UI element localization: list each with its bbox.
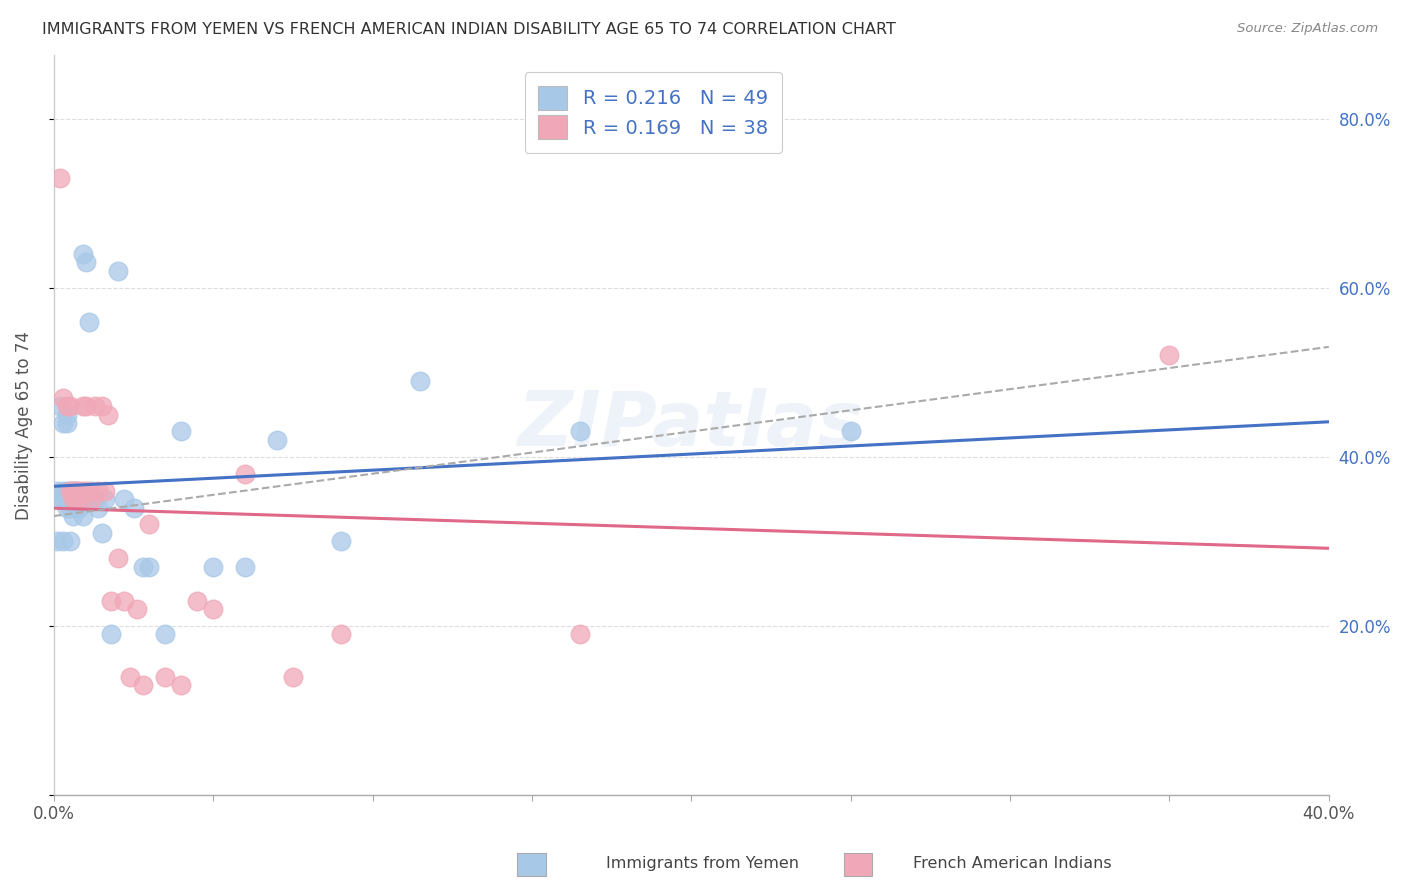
Point	[52, 483, 75, 498]
Point	[72, 399, 94, 413]
Point	[49, 492, 72, 507]
Point	[59, 492, 82, 507]
Point	[202, 602, 225, 616]
Point	[65, 492, 87, 507]
Point	[59, 483, 82, 498]
Point	[67, 492, 90, 507]
Point	[62, 508, 84, 523]
Point	[80, 492, 103, 507]
Point	[568, 627, 591, 641]
Point	[46, 534, 69, 549]
Point	[59, 534, 82, 549]
Point	[120, 670, 142, 684]
Point	[62, 492, 84, 507]
Point	[65, 483, 87, 498]
Point	[55, 408, 77, 422]
Point	[84, 492, 107, 507]
Text: French American Indians: French American Indians	[912, 856, 1112, 871]
Point	[90, 399, 112, 413]
Point	[75, 255, 97, 269]
Point	[132, 678, 155, 692]
Point	[52, 391, 75, 405]
Point	[55, 500, 77, 515]
Y-axis label: Disability Age 65 to 74: Disability Age 65 to 74	[15, 331, 32, 519]
Point	[409, 374, 432, 388]
Point	[155, 627, 177, 641]
Point	[170, 425, 193, 439]
Point	[233, 559, 256, 574]
Point	[329, 534, 352, 549]
Point	[839, 425, 862, 439]
Point	[186, 593, 208, 607]
Point	[65, 500, 87, 515]
Point	[138, 559, 160, 574]
Point	[77, 483, 100, 498]
Text: Source: ZipAtlas.com: Source: ZipAtlas.com	[1237, 22, 1378, 36]
Point	[94, 492, 117, 507]
Point	[568, 425, 591, 439]
Text: ZIPatlas: ZIPatlas	[519, 388, 865, 462]
Point	[100, 593, 122, 607]
Point	[62, 483, 84, 498]
Point	[59, 399, 82, 413]
Point	[80, 483, 103, 498]
Point	[49, 399, 72, 413]
Point	[107, 264, 129, 278]
Point	[155, 670, 177, 684]
Point	[107, 551, 129, 566]
Text: IMMIGRANTS FROM YEMEN VS FRENCH AMERICAN INDIAN DISABILITY AGE 65 TO 74 CORRELAT: IMMIGRANTS FROM YEMEN VS FRENCH AMERICAN…	[42, 22, 896, 37]
Point	[59, 500, 82, 515]
Point	[67, 500, 90, 515]
Point	[75, 483, 97, 498]
Point	[72, 508, 94, 523]
Point	[122, 500, 145, 515]
Legend: R = 0.216   N = 49, R = 0.169   N = 38: R = 0.216 N = 49, R = 0.169 N = 38	[524, 72, 782, 153]
Point	[170, 678, 193, 692]
Point	[55, 399, 77, 413]
Point	[75, 399, 97, 413]
Point	[65, 483, 87, 498]
Point	[94, 483, 117, 498]
Point	[266, 433, 288, 447]
Point	[77, 314, 100, 328]
Point	[112, 593, 135, 607]
Point	[84, 399, 107, 413]
Point	[72, 483, 94, 498]
Point	[52, 416, 75, 430]
Point	[233, 467, 256, 481]
Point	[59, 483, 82, 498]
Point	[329, 627, 352, 641]
Point	[100, 627, 122, 641]
Point	[62, 483, 84, 498]
Point	[55, 416, 77, 430]
Point	[67, 483, 90, 498]
Point	[97, 408, 120, 422]
Point	[65, 492, 87, 507]
Point	[49, 170, 72, 185]
Point	[52, 492, 75, 507]
Point	[132, 559, 155, 574]
Point	[90, 525, 112, 540]
Point	[75, 492, 97, 507]
Point	[55, 483, 77, 498]
Point	[202, 559, 225, 574]
Point	[67, 492, 90, 507]
Point	[72, 247, 94, 261]
Point	[62, 492, 84, 507]
Point	[46, 483, 69, 498]
Point	[112, 492, 135, 507]
Point	[281, 670, 304, 684]
Point	[87, 483, 110, 498]
Point	[52, 534, 75, 549]
Point	[87, 500, 110, 515]
Point	[138, 517, 160, 532]
Point	[1159, 348, 1181, 362]
Text: Immigrants from Yemen: Immigrants from Yemen	[606, 856, 800, 871]
Point	[125, 602, 148, 616]
